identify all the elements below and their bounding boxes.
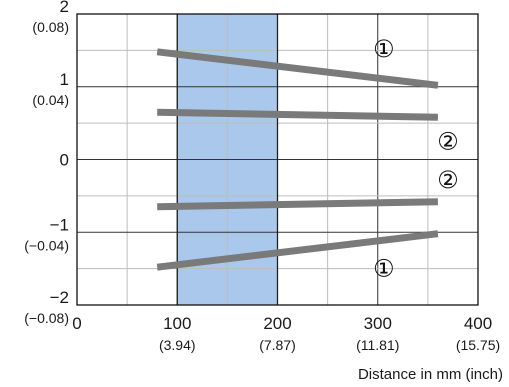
x-tick-label: 0 bbox=[72, 314, 81, 333]
y-tick-sublabel: (−0.04) bbox=[24, 237, 69, 253]
y-tick-labels: 2 (0.08) 1 (0.04) 0 −1 (−0.04) −2 (−0.08) bbox=[24, 0, 69, 326]
x-tick-labels: 0 100 (3.94) 200 (7.87) 300 (11.81) 400 (15.75) bbox=[72, 314, 500, 353]
series-line-4 bbox=[156, 230, 439, 271]
series-line-3 bbox=[157, 198, 438, 211]
plot-frame bbox=[76, 13, 479, 306]
x-tick-sublabel: (3.94) bbox=[159, 337, 196, 353]
x-tick-label: 400 bbox=[464, 314, 492, 333]
series-line-2 bbox=[157, 108, 438, 121]
y-tick-label: 0 bbox=[60, 151, 69, 170]
series-marker-1: ① bbox=[373, 35, 395, 63]
x-tick-sublabel: (11.81) bbox=[356, 337, 399, 353]
x-tick-sublabel: (7.87) bbox=[259, 337, 296, 353]
series-marker-2: ② bbox=[437, 127, 459, 155]
series-group: ① ② ② ① bbox=[156, 35, 459, 283]
y-tick-label: −2 bbox=[50, 288, 69, 307]
series-marker-3: ② bbox=[437, 166, 459, 194]
x-tick-label: 200 bbox=[263, 314, 291, 333]
y-tick-sublabel: (−0.08) bbox=[24, 310, 69, 326]
series-line-1 bbox=[156, 48, 439, 89]
y-tick-label: 1 bbox=[60, 70, 69, 89]
x-tick-label: 100 bbox=[163, 314, 191, 333]
series-marker-4: ① bbox=[373, 255, 395, 283]
y-tick-label: 2 bbox=[60, 0, 69, 16]
x-tick-label: 300 bbox=[364, 314, 392, 333]
y-tick-sublabel: (0.04) bbox=[32, 92, 69, 108]
y-tick-label: −1 bbox=[50, 215, 69, 234]
y-tick-sublabel: (0.08) bbox=[32, 19, 69, 35]
x-axis-label: Distance in mm (inch) bbox=[358, 366, 503, 383]
x-tick-sublabel: (15.75) bbox=[456, 337, 500, 353]
